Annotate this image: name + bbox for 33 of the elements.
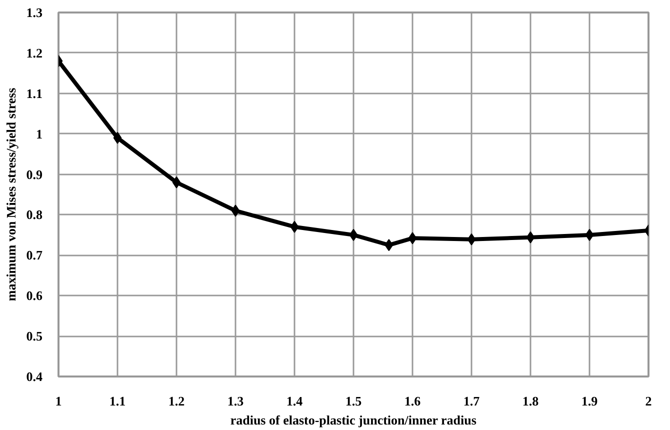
- x-tick-label: 1.4: [286, 394, 304, 408]
- point: [172, 176, 181, 188]
- y-tick-label: 0.5: [26, 328, 43, 344]
- y-tick-label: 0.4: [26, 369, 43, 384]
- point: [526, 231, 535, 244]
- y-tick-label: 1.3: [26, 5, 43, 20]
- point: [113, 132, 122, 144]
- y-tick-label: 0.7: [26, 248, 43, 263]
- x-tick-label: 1.9: [581, 394, 598, 408]
- y-tick-label: 1.2: [26, 45, 42, 60]
- y-tick-label: 0.9: [26, 166, 43, 182]
- point: [384, 239, 394, 252]
- x-tick-label: 1: [55, 394, 62, 408]
- y-tick-label: 1.1: [26, 86, 42, 101]
- x-tick-label: 1.2: [168, 394, 185, 408]
- x-axis-title: radius of elasto-plastic junction/inner radius: [230, 412, 476, 428]
- x-tick-label: 1.3: [227, 394, 244, 408]
- point: [585, 228, 594, 241]
- x-tick-label: 1.5: [345, 394, 362, 408]
- point: [290, 220, 299, 233]
- point: [408, 232, 417, 244]
- point: [467, 233, 476, 246]
- y-tick-label: 0.8: [26, 207, 43, 222]
- x-tick-label: 1.1: [109, 394, 126, 408]
- x-tick-label: 2: [645, 394, 652, 408]
- y-tick-label: 1: [36, 126, 42, 142]
- x-tick-label: 1.7: [463, 394, 480, 408]
- x-tick-label: 1.6: [404, 394, 422, 408]
- y-axis-title: maximum von Mises stress/yield stress: [3, 88, 18, 302]
- y-tick-label: 0.6: [26, 288, 43, 304]
- x-tick-label: 1.8: [522, 394, 540, 408]
- point: [349, 228, 358, 241]
- point: [231, 204, 240, 217]
